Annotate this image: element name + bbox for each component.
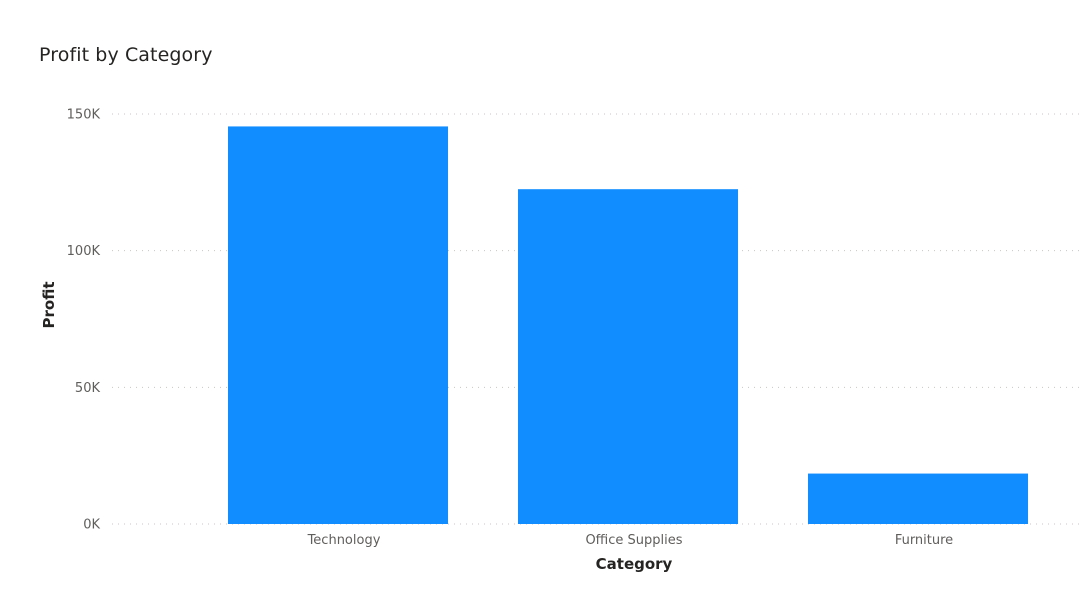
y-tick-label: 100K: [67, 244, 101, 259]
y-tick-label: 150K: [67, 108, 101, 123]
x-tick-label: Technology: [307, 533, 381, 548]
y-axis-title: Profit: [40, 282, 58, 329]
bar-technology[interactable]: [228, 126, 448, 524]
y-tick-label: 50K: [75, 381, 101, 396]
y-tick-label: 0K: [83, 518, 100, 533]
y-axis-ticks: 0K 50K 100K 150K: [67, 108, 101, 533]
bar-office-supplies[interactable]: [518, 189, 738, 524]
x-tick-label: Office Supplies: [585, 533, 682, 548]
chart-title: Profit by Category: [39, 44, 213, 66]
x-axis-ticks: Technology Office Supplies Furniture: [307, 533, 954, 548]
bars: [228, 126, 1028, 524]
bar-furniture[interactable]: [808, 473, 1028, 524]
x-tick-label: Furniture: [895, 533, 953, 548]
x-axis-title: Category: [596, 555, 673, 573]
